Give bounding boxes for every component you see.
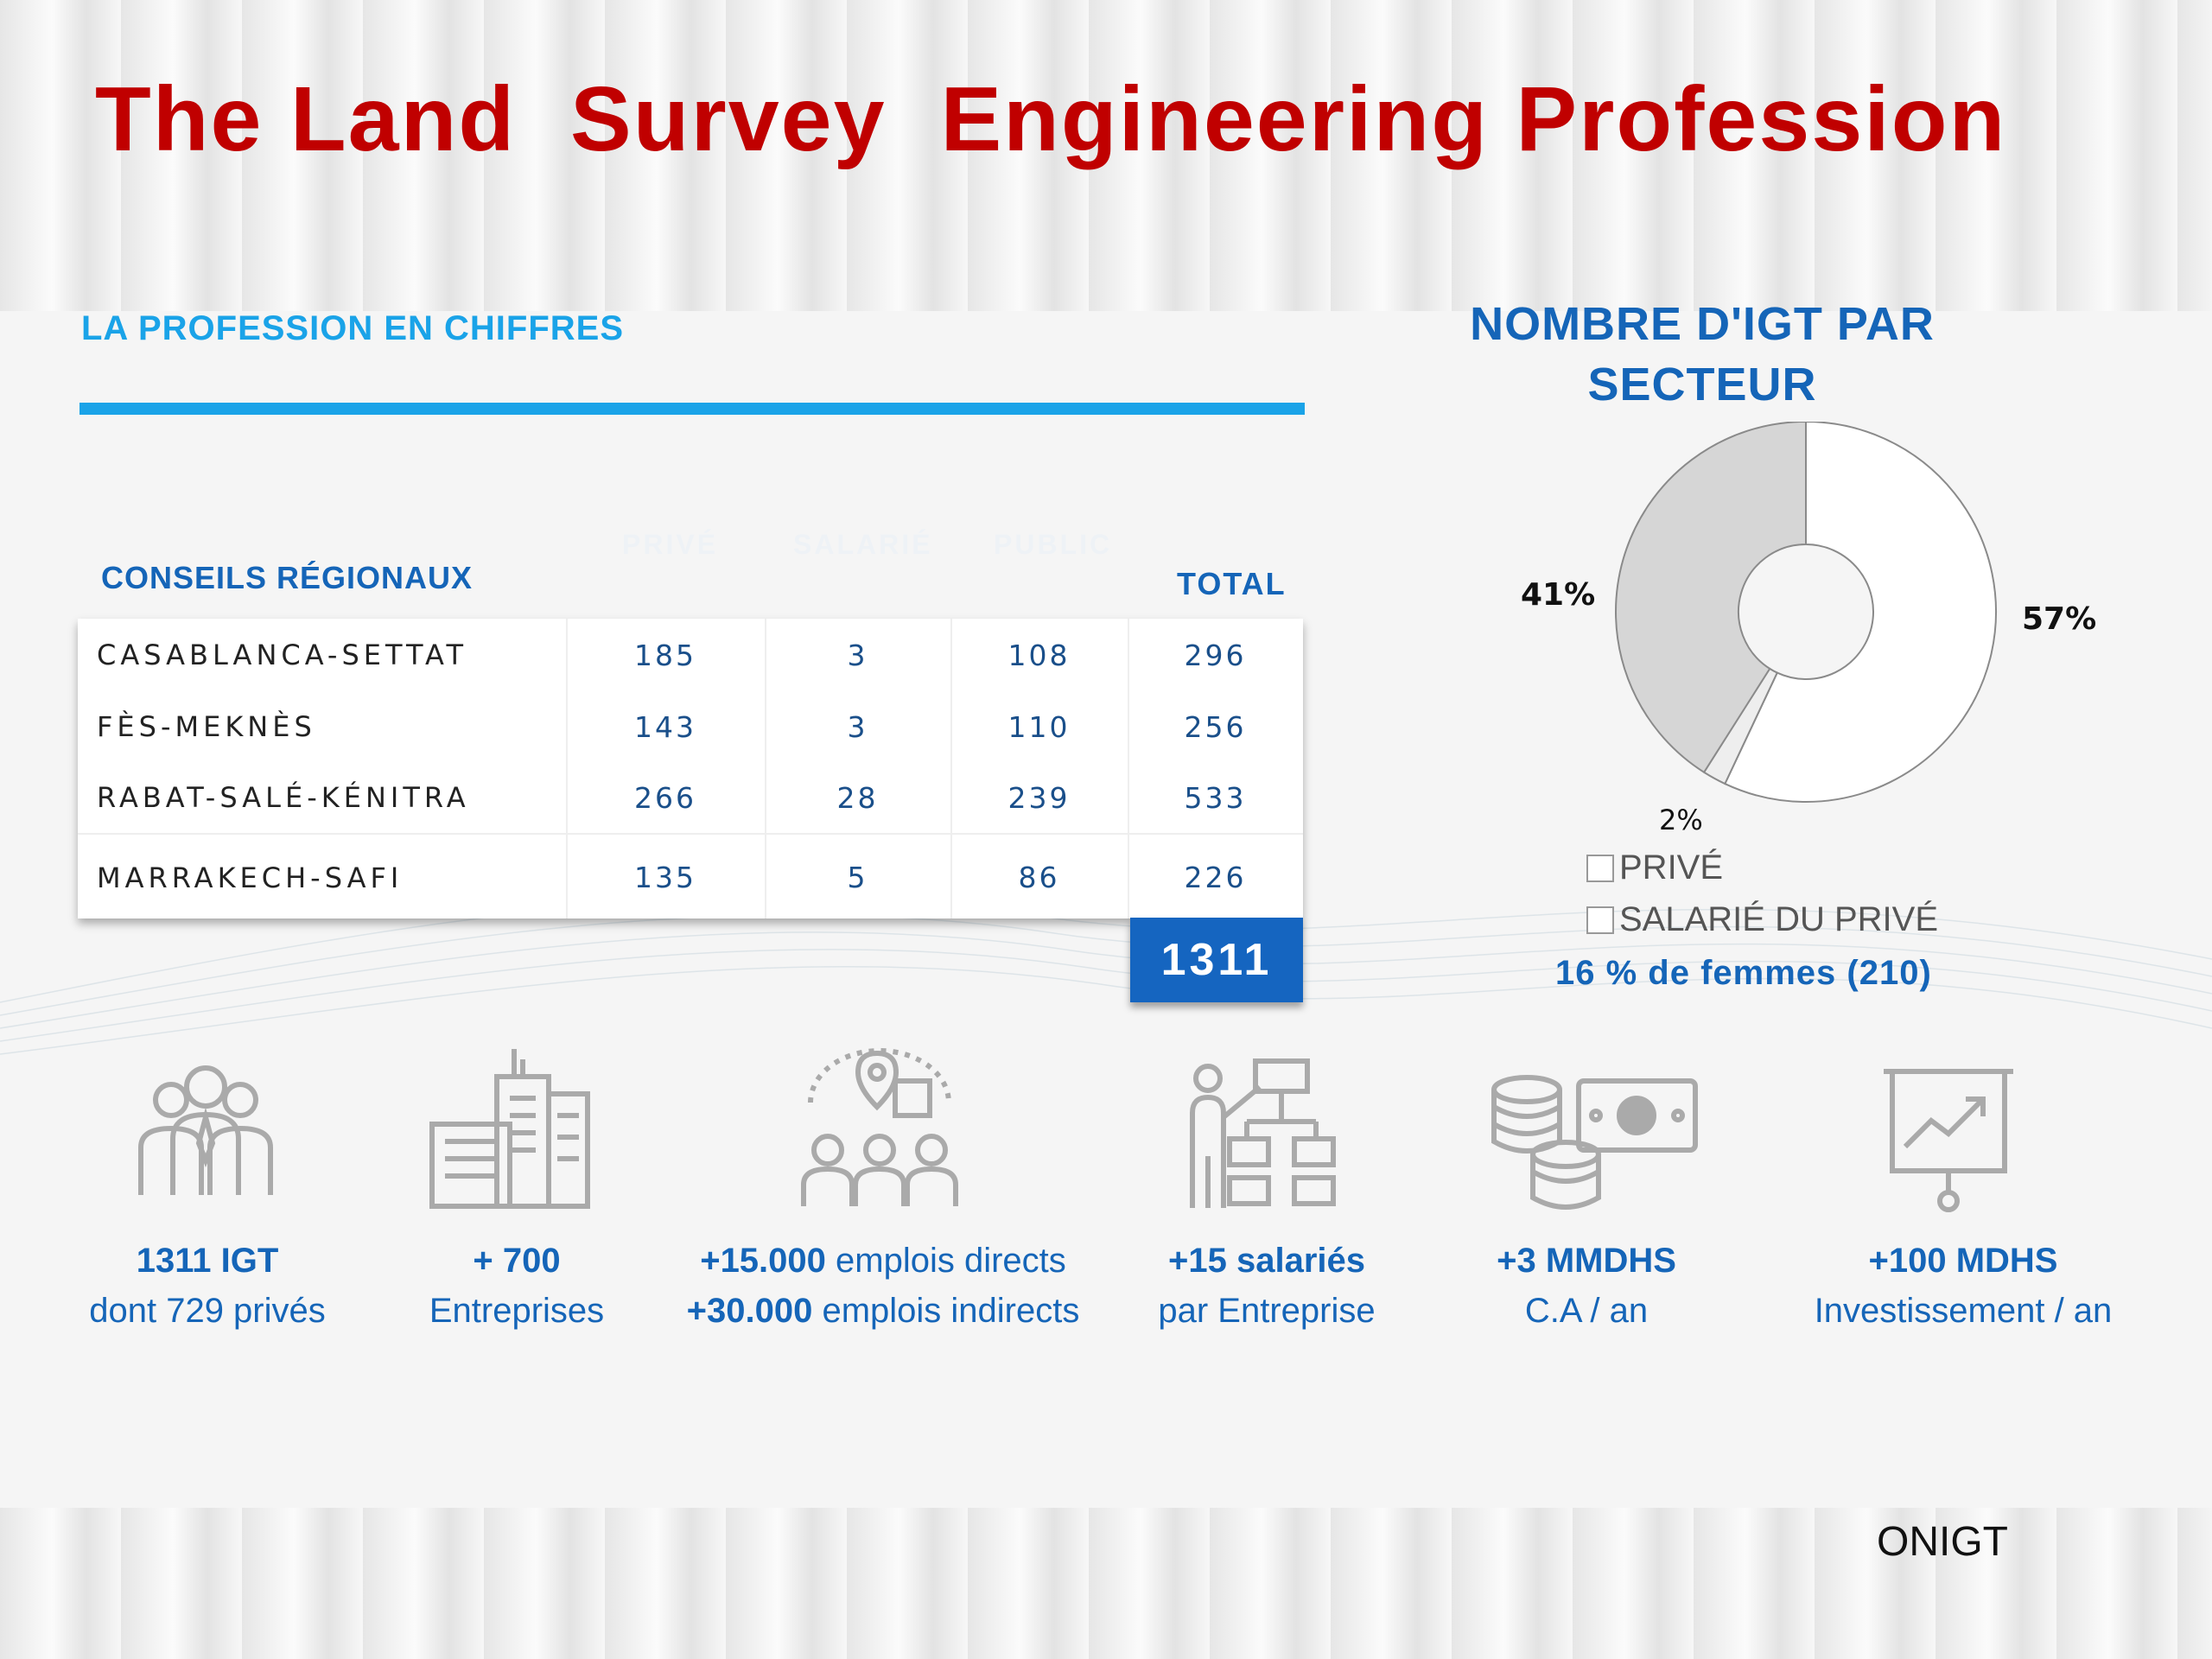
growth-chart-board-icon — [1884, 1069, 2013, 1212]
salarie-cell: 3 — [847, 638, 868, 672]
stat-caption: emplois indirects — [812, 1292, 1080, 1330]
column-divider — [1128, 619, 1129, 918]
slice-label-41: 41% — [1521, 577, 1596, 613]
stat-value: +15.000 — [700, 1242, 826, 1280]
page-title: The Land Survey Engineering Profession — [95, 68, 2007, 170]
region-cell: MARRAKECH-SAFI — [97, 861, 404, 894]
table-row: MARRAKECH-SAFI 135 5 86 226 — [78, 833, 1303, 920]
stat-line: +3 MMDHS — [1362, 1236, 1811, 1286]
legend-label: PRIVÉ — [1619, 849, 1724, 887]
salarie-cell: 28 — [836, 780, 879, 815]
total-cell: 226 — [1184, 861, 1247, 894]
prive-cell: 143 — [634, 709, 696, 744]
stat-value: + 700 — [473, 1242, 561, 1280]
total-cell: 533 — [1184, 780, 1247, 815]
stat-line: + 700 — [292, 1236, 741, 1286]
women-note: 16 % de femmes (210) — [1555, 954, 1932, 992]
stat-caption: C.A / an — [1524, 1292, 1649, 1330]
wave-background — [0, 897, 2212, 1055]
table-row: FÈS-MEKNÈS 143 3 110 256 — [78, 691, 1303, 762]
table-row: RABAT-SALÉ-KÉNITRA 266 28 239 533 — [78, 762, 1303, 833]
sector-donut-chart — [1615, 422, 1997, 803]
buildings-icon — [429, 1049, 590, 1209]
stat-value: +3 MMDHS — [1497, 1242, 1676, 1280]
legend-item-prive: PRIVÉ — [1586, 849, 1723, 887]
salarie-cell: 5 — [847, 861, 868, 894]
divider — [79, 403, 1305, 415]
public-cell: 86 — [1018, 861, 1060, 894]
stat-line: Entreprises — [292, 1286, 741, 1336]
stat-emplois: +15.000 emplois directs +30.000 emplois … — [658, 1236, 1108, 1336]
column-divider — [950, 619, 952, 918]
stat-value: +30.000 — [686, 1292, 813, 1330]
column-divider — [765, 619, 766, 918]
stat-entreprises: + 700 Entreprises — [292, 1236, 741, 1336]
stat-caption: emplois directs — [825, 1242, 1066, 1280]
stat-line: par Entreprise — [1042, 1286, 1491, 1336]
footer-org-name: ONIGT — [1877, 1519, 2008, 1565]
ghost-header-public: PUBLIC — [994, 529, 1113, 560]
total-cell: 296 — [1184, 638, 1247, 672]
public-cell: 108 — [1007, 638, 1071, 672]
slice-label-57: 57% — [2022, 601, 2097, 637]
ghost-header-prive: PRIVÉ — [622, 529, 719, 560]
prive-cell: 266 — [634, 780, 696, 815]
coins-banknote-icon — [1491, 1075, 1698, 1210]
salarie-cell: 3 — [847, 709, 868, 744]
stat-caption: Entreprises — [429, 1292, 605, 1330]
legend-swatch — [1586, 906, 1614, 934]
stat-line: dont 729 privés — [0, 1286, 432, 1336]
stat-line: 1311 IGT — [0, 1236, 432, 1286]
table-row: CASABLANCA-SETTAT 185 3 108 296 — [78, 619, 1303, 691]
stat-caption: Investissement / an — [1814, 1292, 2113, 1330]
header-band — [0, 0, 2212, 311]
stat-line: +15 salariés — [1042, 1236, 1491, 1286]
total-cell: 256 — [1184, 709, 1247, 744]
stat-salaries: +15 salariés par Entreprise — [1042, 1236, 1491, 1336]
region-cell: CASABLANCA-SETTAT — [97, 639, 467, 671]
stat-caption: dont 729 privés — [89, 1292, 326, 1330]
stat-line: Investissement / an — [1738, 1286, 2188, 1336]
regions-table: CASABLANCA-SETTAT 185 3 108 296 FÈS-MEKN… — [78, 619, 1303, 918]
footer-band — [0, 1508, 2212, 1659]
stat-value: +100 MDHS — [1868, 1242, 2058, 1280]
public-cell: 239 — [1007, 780, 1071, 815]
column-header-total: TOTAL — [1177, 566, 1287, 601]
stat-igt: 1311 IGT dont 729 privés — [0, 1236, 432, 1336]
org-chart-presenter-icon — [1190, 1058, 1336, 1208]
stat-line: C.A / an — [1362, 1286, 1811, 1336]
pie-slice-2 — [1615, 422, 1807, 774]
stat-line: +30.000 emplois indirects — [658, 1286, 1108, 1336]
prive-cell: 185 — [634, 638, 696, 672]
stat-line: +100 MDHS — [1738, 1236, 2188, 1286]
legend-item-salarie: SALARIÉ DU PRIVÉ — [1586, 900, 1938, 939]
grand-total-badge: 1311 — [1130, 918, 1303, 1002]
prive-cell: 135 — [634, 861, 696, 894]
slice-label-2: 2% — [1659, 804, 1703, 836]
column-divider — [566, 619, 568, 918]
stat-caption: par Entreprise — [1158, 1292, 1376, 1330]
location-network-icon — [801, 1048, 958, 1206]
region-cell: FÈS-MEKNÈS — [97, 710, 316, 743]
stat-value: +15 salariés — [1168, 1242, 1365, 1280]
stat-ca: +3 MMDHS C.A / an — [1362, 1236, 1811, 1336]
chart-title: NOMBRE D'IGT PAR SECTEUR — [1470, 298, 1935, 410]
section-title: LA PROFESSION EN CHIFFRES — [81, 309, 625, 347]
legend-swatch — [1586, 854, 1614, 882]
column-header-region: CONSEILS RÉGIONAUX — [101, 560, 474, 595]
legend-label: SALARIÉ DU PRIVÉ — [1619, 900, 1939, 938]
stat-investissement: +100 MDHS Investissement / an — [1738, 1236, 2188, 1336]
stat-value: 1311 IGT — [136, 1242, 279, 1280]
stat-line: +15.000 emplois directs — [658, 1236, 1108, 1286]
ghost-header-salarie: SALARIÉ — [793, 529, 933, 560]
pie-slice-0 — [1723, 422, 1997, 803]
public-cell: 110 — [1007, 709, 1071, 744]
region-cell: RABAT-SALÉ-KÉNITRA — [97, 781, 470, 814]
people-group-icon — [138, 1065, 273, 1195]
